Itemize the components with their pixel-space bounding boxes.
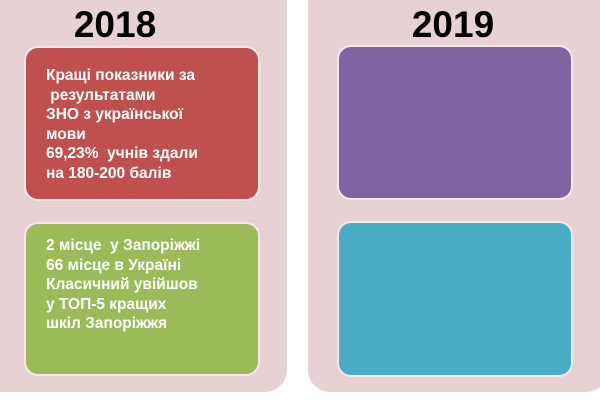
box-2019-top (337, 45, 573, 200)
zno-results-box: Кращі показники за результатами ЗНО з ук… (24, 46, 260, 201)
year-2019-title: 2019 (411, 4, 495, 45)
ranking-box: 2 місце у Запоріжжі 66 місце в Україні К… (24, 222, 260, 376)
box-2019-bottom (337, 221, 573, 377)
year-2018-title: 2018 (73, 4, 157, 45)
